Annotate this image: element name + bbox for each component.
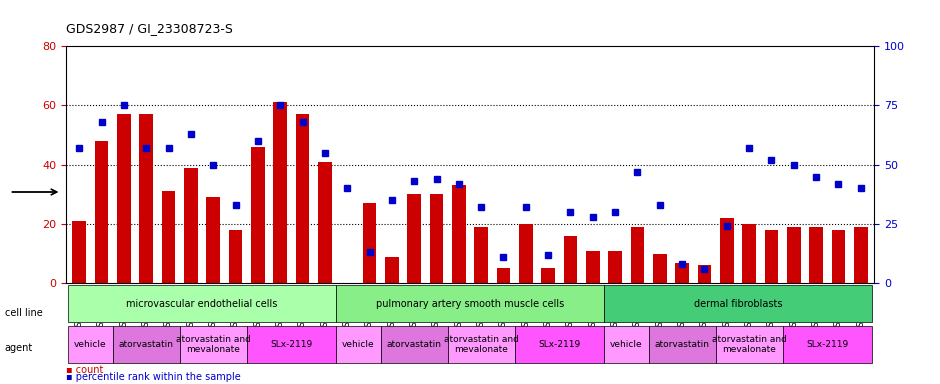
Bar bbox=[676, 263, 689, 283]
Bar bbox=[385, 257, 399, 283]
FancyBboxPatch shape bbox=[783, 326, 872, 363]
Text: SLx-2119: SLx-2119 bbox=[807, 340, 849, 349]
FancyBboxPatch shape bbox=[336, 285, 604, 322]
FancyBboxPatch shape bbox=[649, 326, 715, 363]
Bar bbox=[274, 103, 287, 283]
Text: vehicle: vehicle bbox=[610, 340, 643, 349]
Text: atorvastatin: atorvastatin bbox=[386, 340, 442, 349]
Bar bbox=[564, 236, 577, 283]
Text: atorvastatin and
mevalonate: atorvastatin and mevalonate bbox=[444, 335, 519, 354]
Bar bbox=[475, 227, 488, 283]
Bar bbox=[118, 114, 131, 283]
Text: vehicle: vehicle bbox=[74, 340, 106, 349]
Bar bbox=[318, 162, 332, 283]
Text: cell line: cell line bbox=[5, 308, 42, 318]
Text: pulmonary artery smooth muscle cells: pulmonary artery smooth muscle cells bbox=[376, 299, 564, 309]
Bar bbox=[631, 227, 644, 283]
Text: SLx-2119: SLx-2119 bbox=[539, 340, 581, 349]
Bar bbox=[296, 114, 309, 283]
Bar bbox=[139, 114, 153, 283]
Bar bbox=[720, 218, 733, 283]
Text: dermal fibroblasts: dermal fibroblasts bbox=[694, 299, 782, 309]
FancyBboxPatch shape bbox=[180, 326, 246, 363]
FancyBboxPatch shape bbox=[604, 326, 649, 363]
FancyBboxPatch shape bbox=[447, 326, 515, 363]
Bar bbox=[854, 227, 868, 283]
Text: microvascular endothelial cells: microvascular endothelial cells bbox=[126, 299, 277, 309]
Bar bbox=[541, 268, 555, 283]
Text: atorvastatin: atorvastatin bbox=[118, 340, 174, 349]
FancyBboxPatch shape bbox=[68, 285, 336, 322]
Text: atorvastatin and
mevalonate: atorvastatin and mevalonate bbox=[712, 335, 787, 354]
Text: GDS2987 / GI_23308723-S: GDS2987 / GI_23308723-S bbox=[66, 22, 233, 35]
Bar bbox=[162, 191, 175, 283]
Bar bbox=[743, 224, 756, 283]
Bar bbox=[363, 203, 376, 283]
Bar bbox=[809, 227, 822, 283]
Text: atorvastatin: atorvastatin bbox=[654, 340, 710, 349]
Bar bbox=[765, 230, 778, 283]
Bar bbox=[608, 251, 622, 283]
FancyBboxPatch shape bbox=[604, 285, 872, 322]
Bar bbox=[251, 147, 264, 283]
FancyBboxPatch shape bbox=[246, 326, 336, 363]
Bar bbox=[184, 168, 197, 283]
FancyBboxPatch shape bbox=[336, 326, 381, 363]
Bar bbox=[697, 265, 712, 283]
Text: atorvastatin and
mevalonate: atorvastatin and mevalonate bbox=[176, 335, 251, 354]
Text: agent: agent bbox=[5, 343, 33, 353]
Bar bbox=[519, 224, 533, 283]
Text: SLx-2119: SLx-2119 bbox=[270, 340, 312, 349]
Bar bbox=[787, 227, 801, 283]
Bar bbox=[228, 230, 243, 283]
Text: vehicle: vehicle bbox=[342, 340, 375, 349]
Bar bbox=[72, 221, 86, 283]
Bar bbox=[207, 197, 220, 283]
Bar bbox=[832, 230, 845, 283]
Bar bbox=[407, 194, 421, 283]
FancyBboxPatch shape bbox=[113, 326, 180, 363]
Text: ▪ count: ▪ count bbox=[66, 365, 103, 375]
FancyBboxPatch shape bbox=[381, 326, 447, 363]
Text: ▪ percentile rank within the sample: ▪ percentile rank within the sample bbox=[66, 372, 241, 382]
Bar bbox=[452, 185, 465, 283]
Bar bbox=[653, 253, 666, 283]
Bar bbox=[587, 251, 600, 283]
Bar bbox=[95, 141, 108, 283]
FancyBboxPatch shape bbox=[68, 326, 113, 363]
FancyBboxPatch shape bbox=[515, 326, 604, 363]
FancyBboxPatch shape bbox=[715, 326, 783, 363]
Bar bbox=[430, 194, 443, 283]
Bar bbox=[497, 268, 510, 283]
